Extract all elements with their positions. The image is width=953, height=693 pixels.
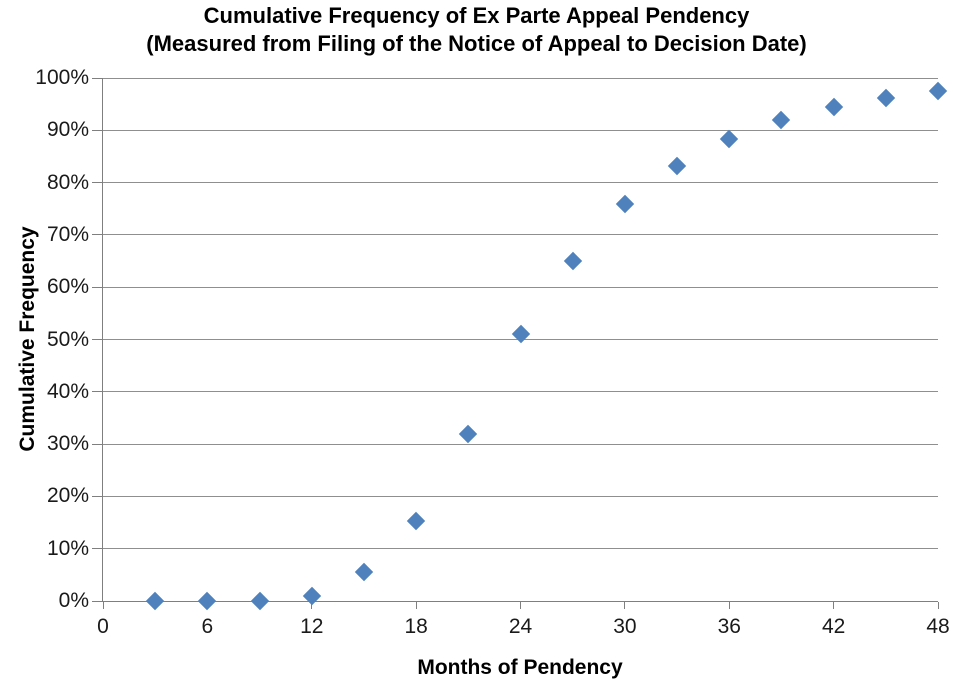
y-axis-tick-40 [92, 391, 103, 393]
data-point-33mo [667, 156, 687, 176]
y-axis-tick-30 [92, 443, 103, 445]
gridline-100 [103, 77, 938, 79]
data-point-30mo [615, 194, 635, 213]
x-axis-tick-label-30: 30 [613, 615, 637, 638]
x-axis-tick-12 [311, 602, 313, 609]
x-axis-title: Months of Pendency [417, 656, 623, 679]
data-point-6mo [198, 591, 217, 611]
data-point-39mo [772, 110, 791, 130]
y-axis-tick-label-30: 30% [46, 432, 89, 456]
x-axis-tick-0 [102, 602, 104, 609]
y-axis-tick-label-100: 100% [35, 66, 89, 89]
gridline-40 [103, 391, 938, 393]
x-axis-tick-label-48: 48 [926, 615, 950, 638]
data-point-21mo [459, 424, 478, 443]
x-axis-tick-42 [833, 602, 835, 609]
x-axis-tick-label-24: 24 [508, 615, 533, 638]
x-axis-tick-label-36: 36 [717, 615, 741, 638]
gridline-60 [103, 286, 938, 288]
y-axis-tick-label-90: 90% [46, 118, 89, 142]
y-axis-title: Cumulative Frequency [16, 226, 39, 452]
x-axis-tick-48 [937, 602, 939, 609]
chart-title: Cumulative Frequency of Ex Parte Appeal … [0, 2, 953, 58]
y-axis-tick-0 [92, 600, 103, 602]
plot-area: 0% 10% 20% 30% 40% 50% 60% 70% 80% 90% 100% 0 6 12 18 2… [35, 66, 949, 638]
x-axis-tick-label-42: 42 [821, 615, 846, 638]
gridline-70 [103, 234, 938, 236]
gridline-90 [103, 129, 938, 131]
x-axis-tick-label-18: 18 [404, 615, 428, 638]
chart-title-line1: Cumulative Frequency of Ex Parte Appeal … [203, 3, 750, 28]
chart-title-line2: (Measured from Filing of the Notice of A… [146, 31, 807, 56]
x-axis-tick-label-0: 0 [97, 615, 109, 638]
y-axis-tick-70 [92, 234, 103, 236]
data-point-27mo [563, 251, 582, 271]
gridline-80 [103, 182, 938, 184]
y-axis-tick-label-70: 70% [46, 222, 89, 246]
data-point-3mo [145, 591, 165, 611]
y-axis-tick-label-50: 50% [46, 327, 89, 351]
data-point-9mo [250, 591, 269, 611]
y-axis-tick-label-80: 80% [46, 170, 89, 194]
y-axis-tick-label-20: 20% [46, 484, 89, 508]
data-point-15mo [354, 563, 374, 582]
x-axis-tick-24 [520, 602, 521, 609]
data-point-36mo [720, 129, 739, 148]
data-point-18mo [406, 511, 426, 531]
x-axis-tick-30 [624, 602, 626, 609]
data-point-48mo [928, 81, 948, 101]
x-axis-tick-18 [415, 602, 417, 609]
gridline-30 [103, 443, 938, 445]
y-axis-tick-10 [92, 548, 103, 550]
gridline-10 [103, 548, 938, 550]
x-axis-tick-36 [728, 602, 730, 609]
data-point-42mo [824, 97, 843, 116]
y-axis-tick-90 [92, 129, 103, 131]
y-axis-tick-label-40: 40% [46, 379, 89, 403]
data-point-12mo [302, 586, 321, 605]
gridline-20 [103, 495, 938, 497]
y-axis-tick-label-10: 10% [46, 536, 89, 560]
y-axis-tick-20 [92, 495, 103, 497]
y-axis-tick-80 [92, 182, 103, 184]
data-point-45mo [876, 88, 896, 108]
y-axis-tick-label-0: 0% [58, 589, 89, 612]
x-axis-tick-label-6: 6 [201, 615, 214, 638]
y-axis-tick-60 [92, 286, 103, 288]
data-point-24mo [511, 325, 530, 344]
y-axis-tick-label-60: 60% [46, 275, 89, 299]
y-axis-tick-100 [92, 77, 103, 79]
x-axis-tick-label-12: 12 [300, 615, 324, 638]
y-axis-tick-50 [92, 339, 103, 340]
